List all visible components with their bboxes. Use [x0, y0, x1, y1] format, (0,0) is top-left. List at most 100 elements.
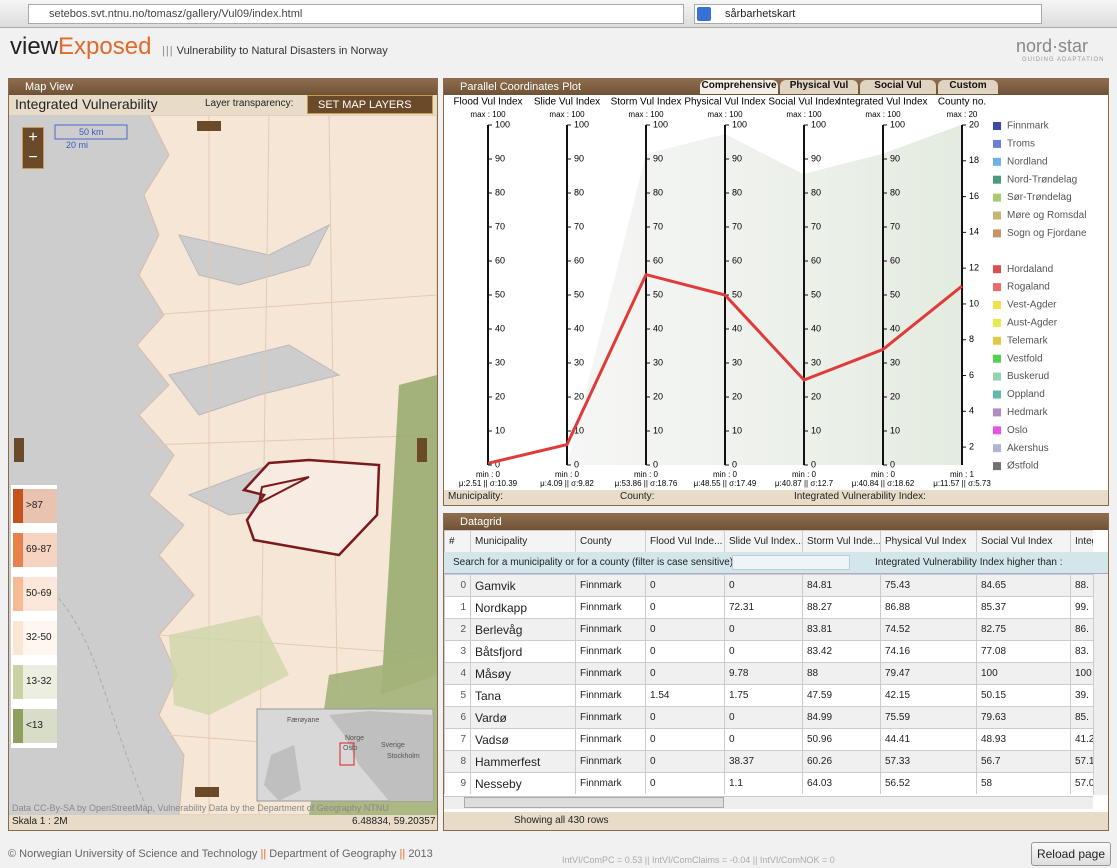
column-header[interactable]: Social Vul Index — [976, 530, 1071, 553]
tick-label: 18 — [969, 155, 979, 165]
set-layers-button[interactable]: SET MAP LAYERS — [307, 95, 433, 114]
cell: 0 — [645, 640, 725, 663]
row-index: 8 — [444, 750, 471, 773]
header-row: # Municipality County Flood Vul Inde... Slid… — [444, 530, 1093, 553]
threshold-label: Integrated Vulnerability Index higher th… — [875, 557, 1063, 568]
tick-label: 12 — [969, 263, 979, 273]
tick-label: 90 — [653, 153, 663, 163]
search-input[interactable] — [732, 555, 850, 570]
horizontal-scrollbar[interactable] — [444, 796, 1093, 809]
footer-separator: || — [399, 848, 406, 860]
axis-stats: μ:4.09 || σ:9.82 — [540, 479, 594, 488]
tick-label: 60 — [890, 255, 900, 265]
data-row[interactable]: 9 Nesseby Finnmark 0 1.1 64.03 56.52 58 57.0 — [444, 772, 1093, 794]
pan-right[interactable] — [417, 438, 427, 462]
map-coordinates: 6.48834, 59.20357 — [352, 816, 436, 827]
column-header[interactable]: County — [575, 530, 646, 553]
parallel-footer — [444, 490, 1108, 505]
search-engine-icon[interactable] — [697, 7, 711, 21]
tick-label: 10 — [574, 425, 584, 435]
map[interactable] — [9, 115, 437, 815]
data-row[interactable]: 8 Hammerfest Finnmark 0 38.37 60.26 57.33 56.7 5… — [444, 750, 1093, 773]
tick-label: 30 — [574, 357, 584, 367]
legend-swatch — [993, 283, 1001, 292]
reload-button[interactable]: Reload page — [1031, 842, 1111, 866]
data-row[interactable]: 7 Vadsø Finnmark 0 0 50.96 44.41 48.93 41.2 — [444, 728, 1093, 751]
tick-label: 20 — [495, 391, 505, 401]
cell: 86. — [1070, 618, 1093, 641]
map-statusbar — [9, 815, 437, 830]
legend-swatch — [13, 489, 23, 523]
data-row[interactable]: 3 Båtsfjord Finnmark 0 0 83.42 74.16 77.08 83. — [444, 640, 1093, 663]
column-header[interactable]: Integra — [1070, 530, 1093, 553]
column-header[interactable]: Physical Vul Index — [880, 530, 977, 553]
legend-label: Finnmark — [1007, 121, 1050, 132]
legend-label: Akershus — [1007, 443, 1049, 454]
cell: Finnmark — [575, 750, 646, 773]
transparency-label[interactable]: Layer transparency: — [205, 98, 294, 109]
url-bar[interactable]: setebos.svt.ntnu.no/tomasz/gallery/Vul09… — [28, 4, 684, 24]
axis-max-label: max : 100 — [786, 110, 822, 119]
datagrid-header: Datagrid — [444, 514, 1108, 530]
tab[interactable]: Physical Vul — [780, 80, 858, 94]
legend-label: 69-87 — [26, 544, 52, 555]
tick-label: 100 — [495, 119, 510, 129]
column-header[interactable]: Municipality — [470, 530, 576, 553]
tick-label: 100 — [653, 119, 668, 129]
tab[interactable]: Social Vul — [860, 80, 936, 94]
legend-label: <13 — [26, 720, 43, 731]
inset-label: Stockholm — [387, 753, 420, 760]
pan-up[interactable] — [197, 121, 221, 131]
legend-swatch — [993, 336, 1001, 345]
column-header[interactable]: Storm Vul Inde... — [802, 530, 881, 553]
data-row[interactable]: 5 Tana Finnmark 1.54 1.75 47.59 42.15 50.15 39. — [444, 684, 1093, 707]
data-row[interactable]: 6 Vardø Finnmark 0 0 84.99 75.59 79.63 85. — [444, 706, 1093, 729]
cell: Finnmark — [575, 640, 646, 663]
zoom-out[interactable]: − — [28, 149, 38, 166]
zoom-control: + − — [22, 127, 44, 169]
cell: Finnmark — [575, 684, 646, 707]
search-bar[interactable]: sårbarhetskart — [694, 4, 1042, 24]
column-header[interactable]: Flood Vul Inde... — [645, 530, 725, 553]
column-header[interactable]: Slide Vul Index... — [724, 530, 803, 553]
axis-min-label: min : 0 — [634, 470, 659, 479]
inset-map-labels: Færøyane Norge Oslo Sverige Stockholm — [257, 709, 432, 801]
pan-left[interactable] — [14, 438, 24, 462]
cell: 88. — [1070, 574, 1093, 597]
legend-swatch — [13, 577, 23, 611]
tick-label: 30 — [732, 357, 742, 367]
legend-label: Møre og Romsdal — [1007, 210, 1086, 221]
cell: Båtsfjord — [470, 640, 576, 663]
data-row[interactable]: 4 Måsøy Finnmark 0 9.78 88 79.47 100 100 — [444, 662, 1093, 685]
row-index: 9 — [444, 772, 471, 794]
data-row[interactable]: 1 Nordkapp Finnmark 0 72.31 88.27 86.88 85.37 99… — [444, 596, 1093, 619]
data-row[interactable]: 2 Berlevåg Finnmark 0 0 83.81 74.52 82.75 86. — [444, 618, 1093, 641]
tick-label: 0 — [732, 459, 737, 469]
cell: 39. — [1070, 684, 1093, 707]
legend-swatch — [993, 211, 1001, 220]
vertical-scrollbar[interactable] — [1093, 574, 1108, 795]
zoom-in[interactable]: + — [28, 129, 38, 146]
tick-label: 6 — [969, 370, 974, 380]
tick-label: 30 — [495, 357, 505, 367]
cell: 0 — [645, 706, 725, 729]
legend-swatch — [993, 301, 1001, 309]
cell: 99. — [1070, 596, 1093, 619]
footer-org: © Norwegian University of Science and Te… — [8, 848, 258, 860]
inset-label: Norge — [345, 735, 365, 742]
pan-down[interactable] — [195, 787, 219, 797]
legend-swatch — [13, 665, 23, 699]
cell: Finnmark — [575, 574, 646, 597]
row-index: 5 — [444, 684, 471, 707]
tab[interactable]: Custom — [938, 80, 998, 94]
tick-label: 30 — [811, 357, 821, 367]
legend-label: Nordland — [1007, 156, 1048, 167]
column-header[interactable]: # — [444, 530, 471, 553]
cell: Tana — [470, 684, 576, 707]
tab[interactable]: Comprehensive — [700, 80, 778, 94]
cell: 0 — [645, 728, 725, 751]
axis-name: County no. — [938, 97, 986, 108]
cell: 1.54 — [645, 684, 725, 707]
data-row[interactable]: 0 Gamvik Finnmark 0 0 84.81 75.43 84.65 88. — [444, 574, 1093, 597]
cell: 100 — [976, 662, 1071, 685]
